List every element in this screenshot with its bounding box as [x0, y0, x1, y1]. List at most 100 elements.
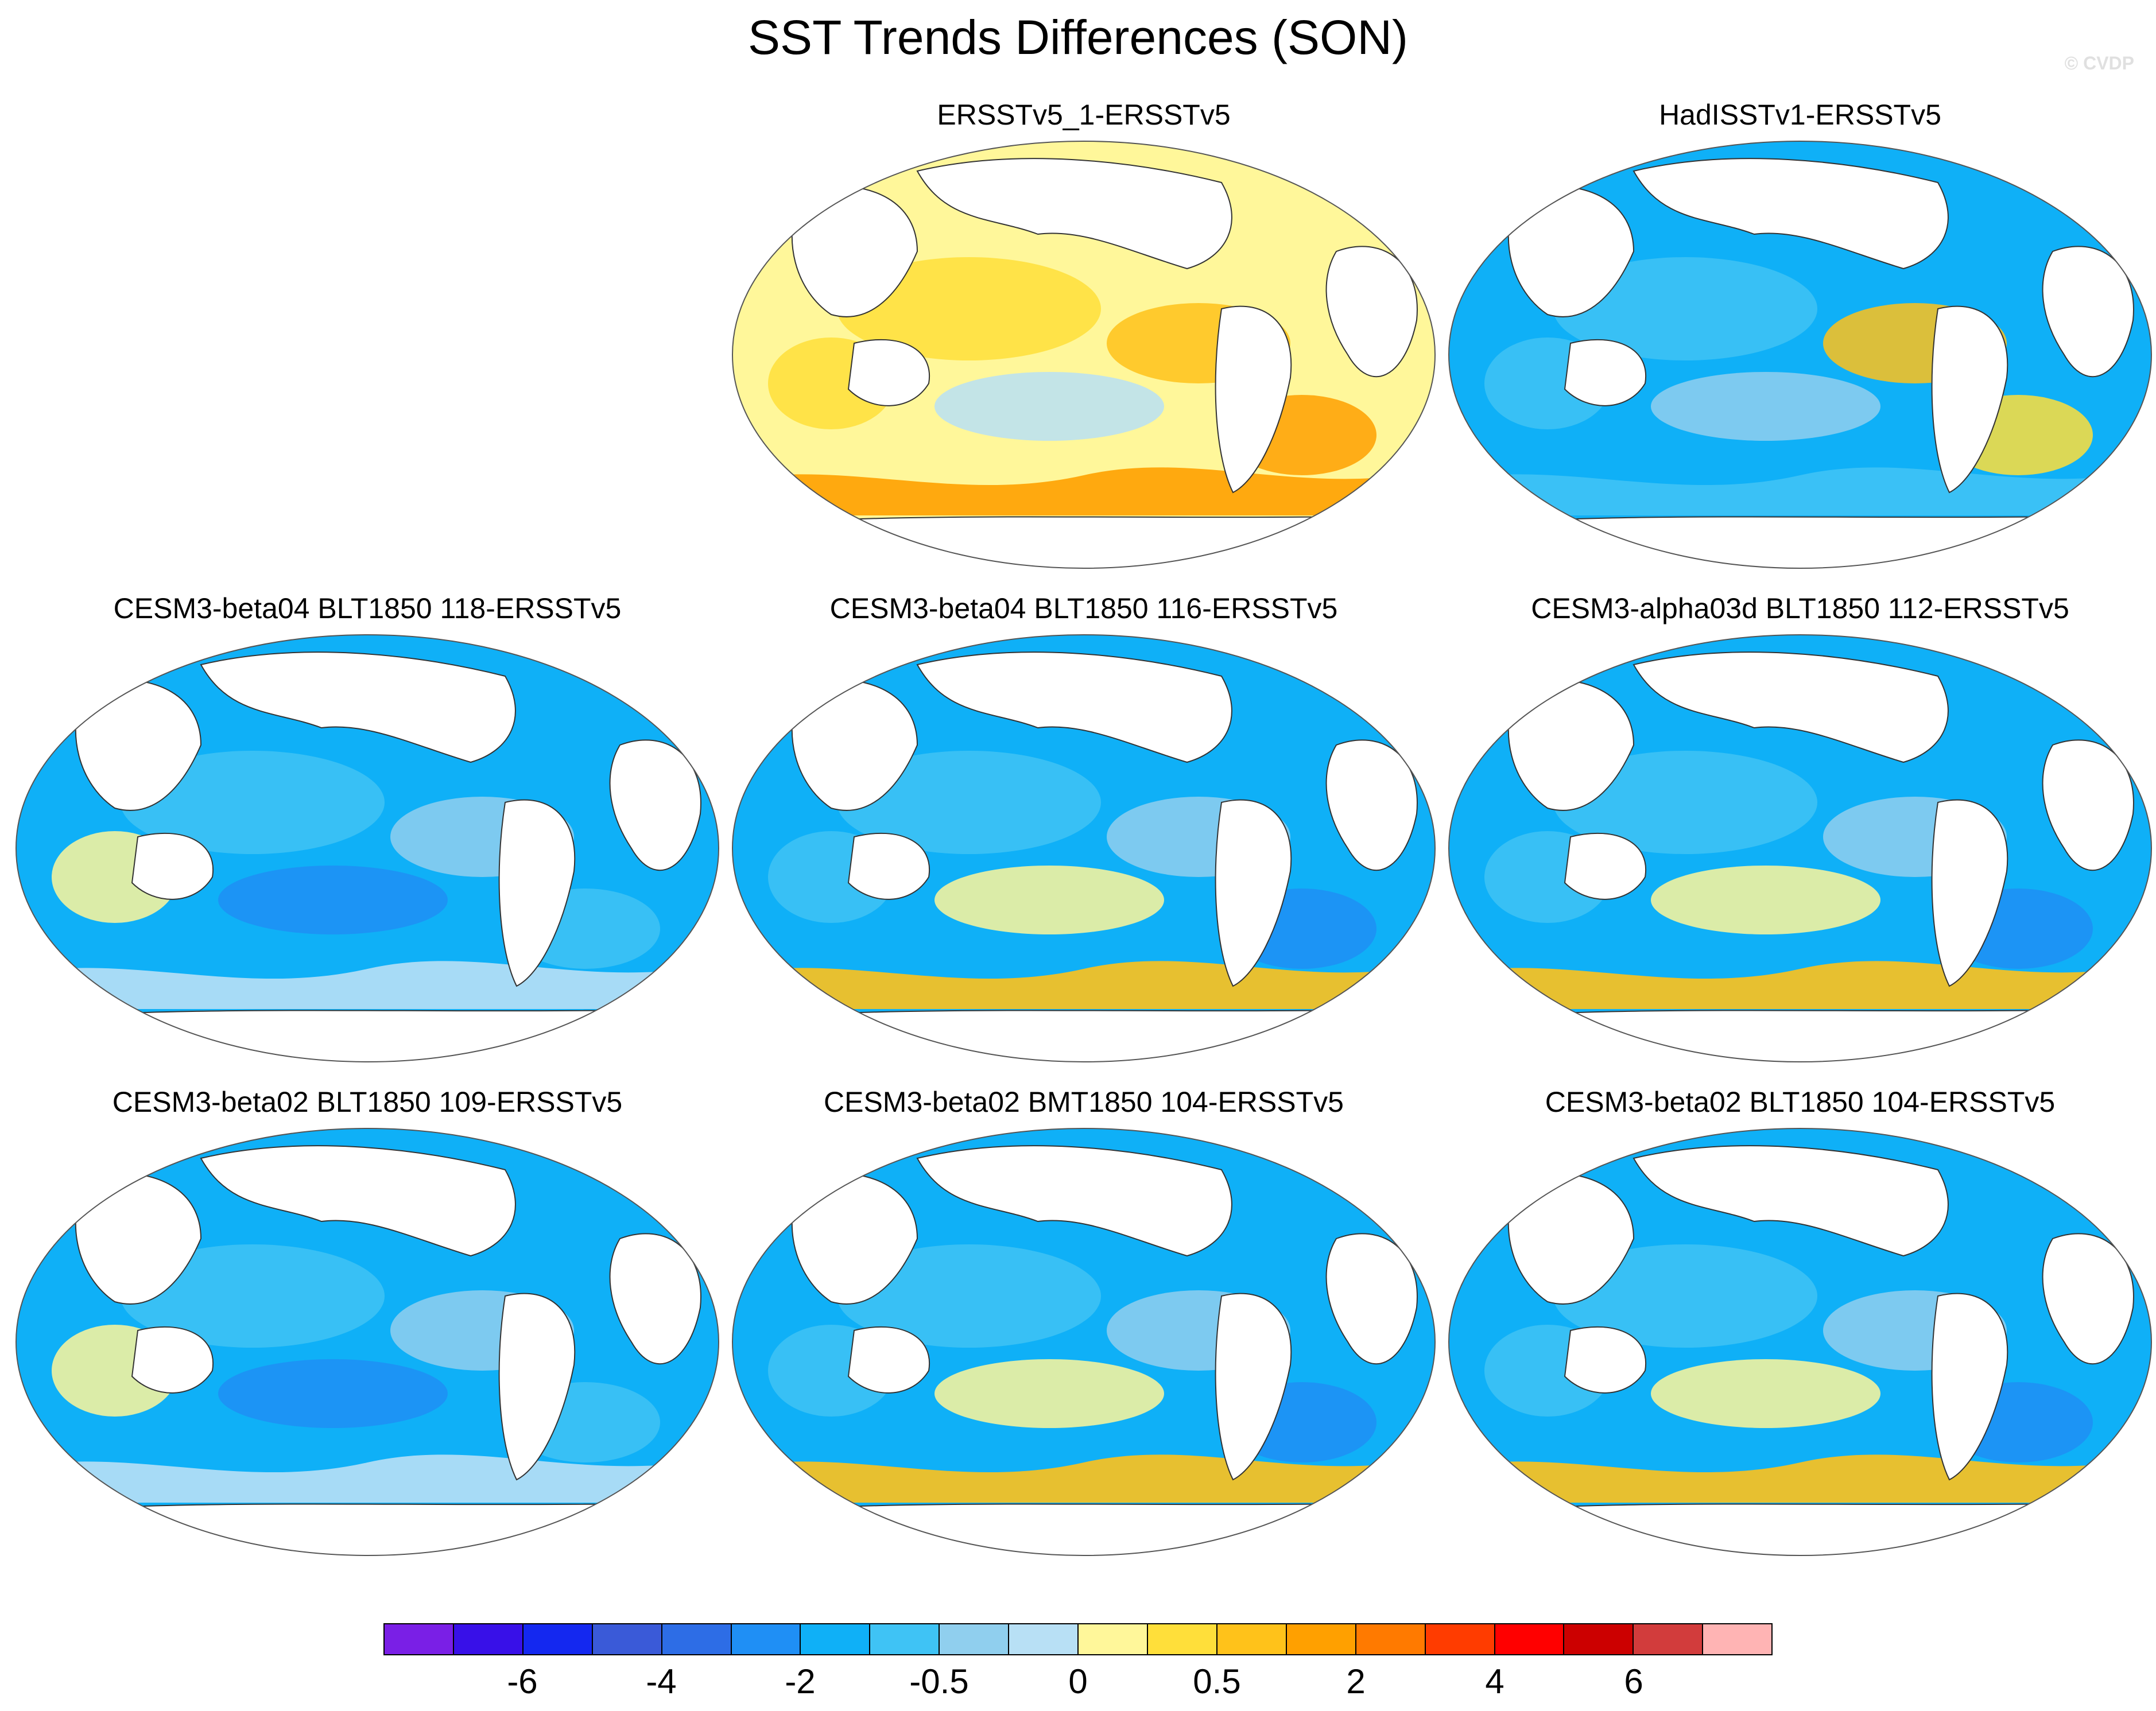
- colorbar-swatch: [1147, 1624, 1217, 1654]
- colorbar-swatch: [731, 1624, 801, 1654]
- land-mass: [916, 158, 1232, 270]
- panel-title: CESM3-beta02 BMT1850 104-ERSSTv5: [824, 1086, 1344, 1118]
- land-mass: [609, 739, 701, 871]
- land-mass: [16, 1502, 719, 1555]
- land-mass: [1564, 1326, 1647, 1394]
- colorbar-tick-label: 6: [1624, 1662, 1643, 1701]
- contour-region: [934, 372, 1164, 441]
- global-map: [15, 1128, 719, 1556]
- map-border: [732, 1128, 1436, 1556]
- colorbar-tick-label: -0.5: [909, 1662, 969, 1701]
- panel-title: CESM3-beta04 BLT1850 116-ERSSTv5: [829, 592, 1338, 624]
- land-mass: [1325, 246, 1418, 378]
- land-mass: [1564, 832, 1647, 900]
- land-mass: [1632, 651, 1949, 763]
- panel-title: CESM3-alpha03d BLT1850 112-ERSSTv5: [1531, 592, 2069, 624]
- southern-ocean-band: [1449, 467, 2151, 515]
- colorbar-swatch: [1286, 1624, 1356, 1654]
- colorbar-tick-label: 0.5: [1193, 1662, 1241, 1701]
- map-border: [15, 1128, 719, 1556]
- land-mass: [732, 514, 1435, 568]
- colorbar-swatch: [1356, 1624, 1426, 1654]
- panel-title: CESM3-beta04 BLT1850 118-ERSSTv5: [113, 592, 622, 624]
- land-mass: [732, 1502, 1435, 1555]
- land-mass: [1632, 1145, 1949, 1257]
- map-panel: HadISSTv1-ERSSTv5: [1444, 92, 2156, 574]
- contour-region: [1553, 257, 1817, 360]
- land-mass: [791, 1172, 918, 1305]
- colorbar-swatch: [523, 1624, 593, 1654]
- colorbar: [383, 1623, 1773, 1655]
- global-map: [15, 634, 719, 1062]
- colorbar-tick-label: 2: [1346, 1662, 1366, 1701]
- colorbar-tick-label: -6: [507, 1662, 538, 1701]
- map-border: [732, 634, 1436, 1062]
- land-mass: [131, 832, 214, 900]
- contour-region: [1651, 866, 1880, 934]
- land-mass: [200, 651, 516, 763]
- map-panel: CESM3-beta04 BLT1850 118-ERSSTv5: [11, 585, 723, 1068]
- contour-region: [121, 1244, 385, 1348]
- colorbar-swatch: [870, 1624, 940, 1654]
- land-mass: [1507, 185, 1635, 317]
- land-mass: [791, 185, 918, 317]
- land-mass: [847, 339, 930, 406]
- colorbar-swatch: [801, 1624, 871, 1654]
- land-mass: [16, 1008, 719, 1062]
- map-panel: CESM3-beta04 BLT1850 116-ERSSTv5: [728, 585, 1440, 1068]
- contour-region: [1553, 751, 1817, 854]
- colorbar-tick-label: 4: [1485, 1662, 1504, 1701]
- panel-title: CESM3-beta02 BLT1850 104-ERSSTv5: [1545, 1086, 2056, 1118]
- global-map: [1448, 141, 2152, 569]
- land-mass: [732, 1008, 1435, 1062]
- contour-region: [1651, 372, 1880, 441]
- map-border: [15, 634, 719, 1062]
- colorbar-tick-label: -2: [785, 1662, 816, 1701]
- map-border: [1448, 141, 2152, 569]
- contour-region: [837, 751, 1101, 854]
- land-mass: [1931, 1293, 2008, 1481]
- colorbar-swatch: [385, 1624, 454, 1654]
- panel-title: HadISSTv1-ERSSTv5: [1659, 99, 1941, 131]
- land-mass: [1632, 158, 1949, 270]
- contour-region: [121, 751, 385, 854]
- land-mass: [131, 1326, 214, 1394]
- contour-region: [218, 1359, 448, 1428]
- global-map: [732, 141, 1436, 569]
- southern-ocean-band: [1449, 1454, 2151, 1503]
- colorbar-swatch: [662, 1624, 732, 1654]
- map-panel: CESM3-beta02 BLT1850 104-ERSSTv5: [1444, 1079, 2156, 1561]
- southern-ocean-band: [16, 1454, 719, 1503]
- land-mass: [200, 1145, 516, 1257]
- map-panel: ERSSTv5_1-ERSSTv5: [728, 92, 1440, 574]
- map-panel: CESM3-beta02 BLT1850 109-ERSSTv5: [11, 1079, 723, 1561]
- land-mass: [2042, 1233, 2134, 1365]
- contour-region: [837, 1244, 1101, 1348]
- colorbar-swatch: [1703, 1624, 1772, 1654]
- land-mass: [2042, 739, 2134, 871]
- colorbar-swatch: [592, 1624, 662, 1654]
- contour-region: [1651, 1359, 1880, 1428]
- global-map: [1448, 634, 2152, 1062]
- global-map: [1448, 1128, 2152, 1556]
- southern-ocean-band: [1449, 961, 2151, 1009]
- colorbar-swatch: [1079, 1624, 1148, 1654]
- land-mass: [498, 799, 576, 987]
- colorbar-swatch: [1009, 1624, 1079, 1654]
- land-mass: [916, 1145, 1232, 1257]
- contour-region: [934, 1359, 1164, 1428]
- land-mass: [791, 678, 918, 811]
- land-mass: [1215, 305, 1292, 494]
- land-mass: [847, 832, 930, 900]
- land-mass: [2042, 246, 2134, 378]
- panel-title: CESM3-beta02 BLT1850 109-ERSSTv5: [112, 1086, 623, 1118]
- colorbar-swatch: [1425, 1624, 1495, 1654]
- contour-region: [218, 866, 448, 934]
- map-border: [732, 141, 1436, 569]
- panel-title: ERSSTv5_1-ERSSTv5: [937, 99, 1231, 131]
- southern-ocean-band: [732, 961, 1435, 1009]
- land-mass: [1325, 739, 1418, 871]
- land-mass: [1507, 678, 1635, 811]
- colorbar-tick-label: -4: [646, 1662, 677, 1701]
- colorbar-swatch: [1564, 1624, 1634, 1654]
